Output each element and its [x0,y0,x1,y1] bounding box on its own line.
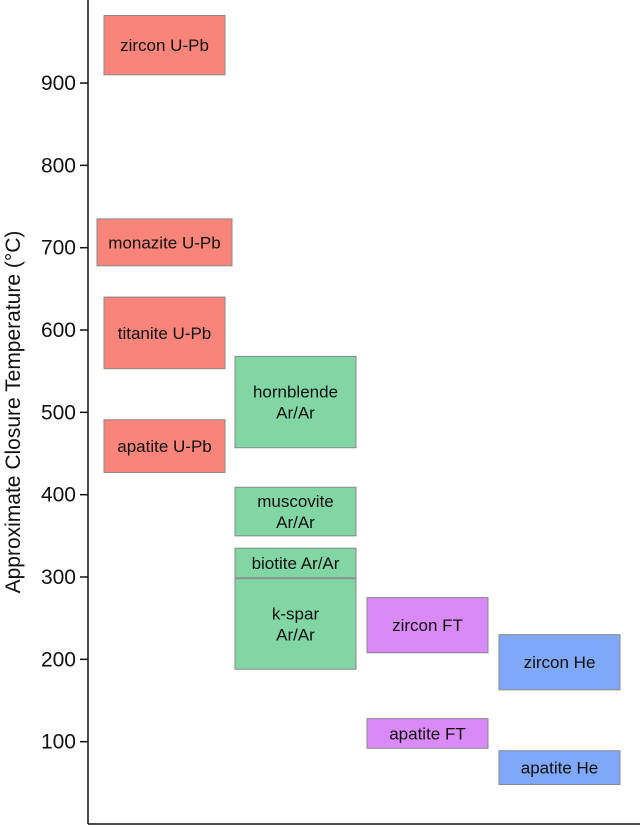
range-box-rect [103,296,226,370]
range-box: biotite Ar/Ar [234,547,357,579]
range-box-label: zircon He [524,653,596,672]
thermochronometer-boxes: zircon U-Pb monazite U-Pb titanite U-Pb apa… [96,15,621,785]
range-box-rect [103,15,226,76]
range-box-rect [103,419,226,473]
range-box-rect [234,578,357,670]
range-box: apatite U-Pb [103,419,226,473]
y-tick-label: 800 [41,154,76,177]
range-box-label: apatite U-Pb [117,437,212,456]
y-tick-label: 600 [41,319,76,342]
y-tick-label: 500 [41,401,76,424]
range-box-label: apatite FT [389,724,466,743]
range-box-rect [366,597,489,654]
range-box-label: titanite U-Pb [118,324,212,343]
range-box-label: muscovite [257,492,334,511]
y-tick-label: 200 [41,648,76,671]
y-tick-label: 400 [41,484,76,507]
range-box-label: monazite U-Pb [108,233,220,252]
y-tick-label: 300 [41,566,76,589]
range-box-rect [366,718,489,749]
range-box-rect [498,750,621,785]
y-axis-ticks: 100 200 300 400 500 600 700 800 900 [41,72,88,754]
y-tick-label: 700 [41,237,76,260]
range-box: zircon FT [366,597,489,654]
y-axis-title: Approximate Closure Temperature (°C) [2,231,25,594]
range-box-label: Ar/Ar [276,625,315,644]
range-box: titanite U-Pb [103,296,226,370]
range-box-label: apatite He [521,759,599,778]
range-box-rect [234,355,357,449]
range-box-label: Ar/Ar [276,404,315,423]
range-box: hornblende Ar/Ar [234,355,357,449]
range-box-rect [234,486,357,537]
range-box-rect [498,634,621,691]
range-box: muscovite Ar/Ar [234,486,357,537]
range-box: apatite He [498,750,621,785]
range-box: monazite U-Pb [96,218,233,267]
range-box-label: zircon FT [392,616,463,635]
range-box-label: hornblende [253,383,338,402]
y-tick-label: 900 [41,72,76,95]
range-box: apatite FT [366,718,489,749]
y-axis: 100 200 300 400 500 600 700 800 900 [41,0,640,825]
range-box-label: k-spar [272,604,320,623]
range-box-label: zircon U-Pb [120,36,209,55]
range-box-label: biotite Ar/Ar [252,554,340,573]
range-box: zircon U-Pb [103,15,226,76]
range-box: k-spar Ar/Ar [234,578,357,670]
range-box-label: Ar/Ar [276,513,315,532]
y-tick-label: 100 [41,731,76,754]
range-box-rect [234,547,357,579]
range-box: zircon He [498,634,621,691]
range-box-rect [96,218,233,267]
